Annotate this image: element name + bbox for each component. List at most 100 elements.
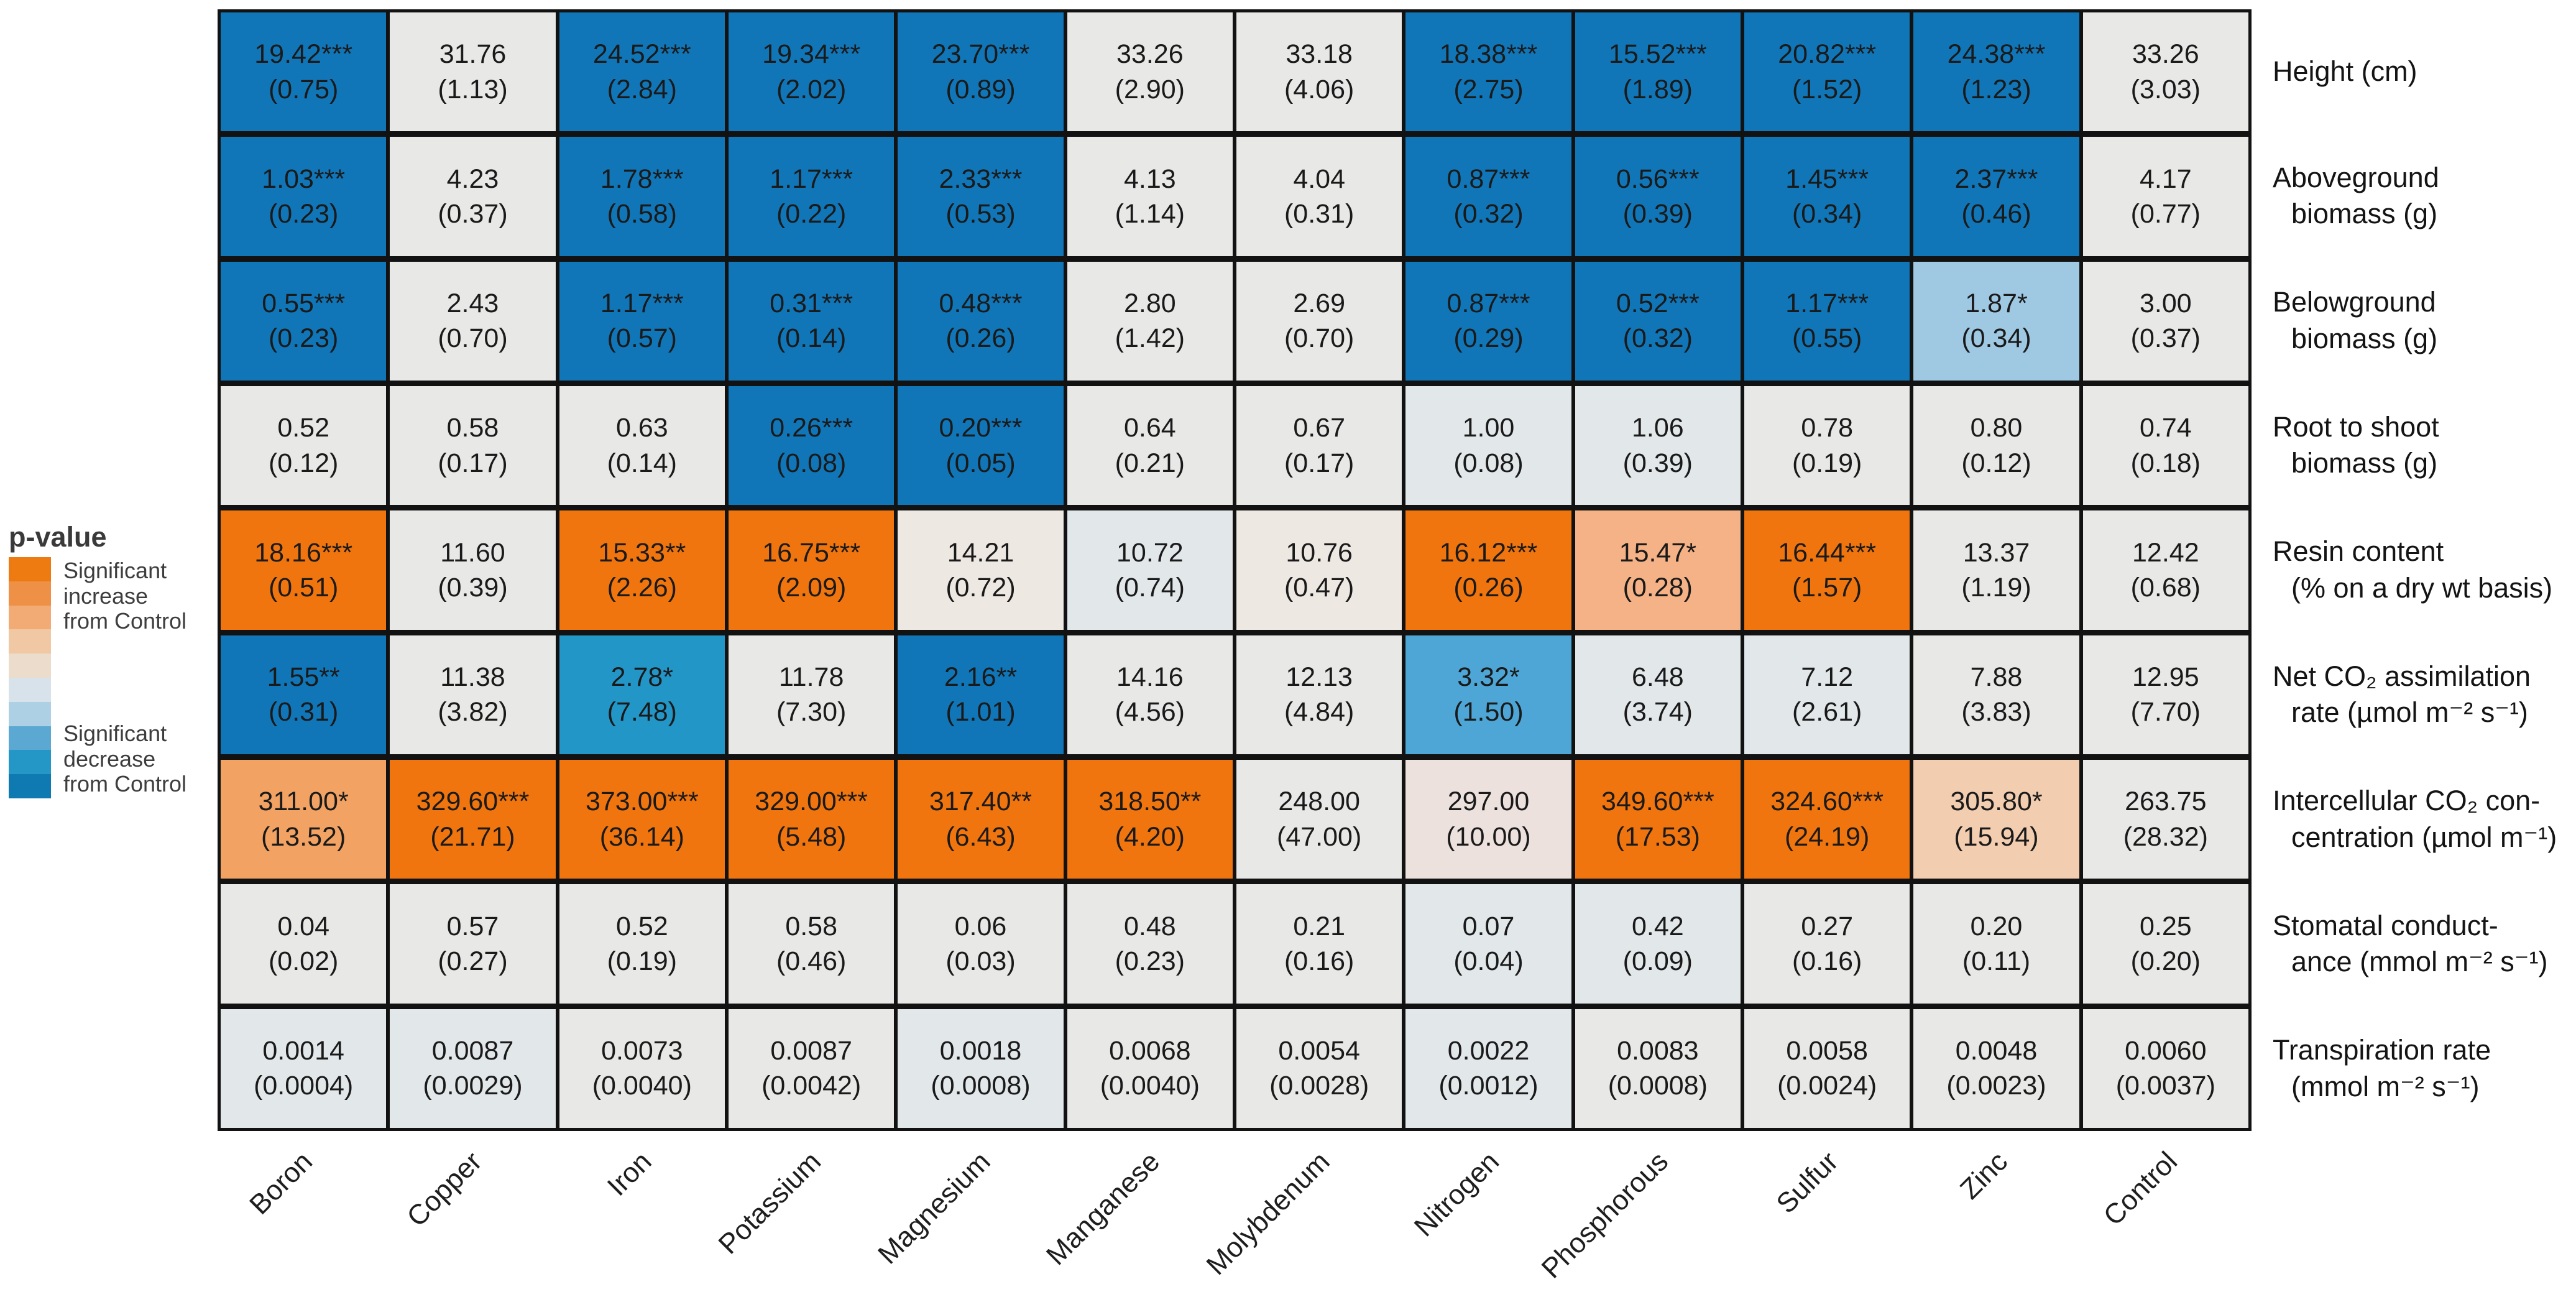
row-label: Stomatal conduct-ance (mmol m⁻² s⁻¹) (2273, 882, 2576, 1006)
cell-value: 297.00 (1447, 787, 1530, 817)
row-label-line: rate (µmol m⁻² s⁻¹) (2291, 696, 2528, 729)
grid-cell: 3.00 (0.37) (2082, 261, 2248, 381)
cell-value: 0.57 (446, 911, 499, 941)
cell-value: 1.87* (1965, 288, 2028, 318)
grid-cell: 0.0087 (0.0042) (729, 1009, 895, 1128)
cell-se: (0.31) (1284, 198, 1355, 229)
cell-se: (0.46) (776, 946, 847, 976)
cell-value: 14.16 (1116, 662, 1184, 692)
cell-value: 0.06 (954, 911, 1007, 941)
cell-se: (17.53) (1615, 821, 1700, 852)
cell-value: 11.78 (778, 662, 844, 692)
cell-se: (4.84) (1284, 697, 1355, 727)
cell-se: (0.23) (268, 198, 339, 229)
cell-value: 0.87*** (1447, 164, 1530, 194)
grid-cell: 14.21 (0.72) (898, 510, 1064, 630)
grid-cell: 20.82*** (1.52) (1744, 12, 1910, 132)
grid-cell: 24.52*** (2.84) (559, 12, 725, 132)
grid-cell: 23.70*** (0.89) (898, 12, 1064, 132)
grid-cell: 0.04 (0.02) (221, 884, 387, 1004)
cell-se: (7.48) (607, 697, 677, 727)
cell-se: (0.08) (1453, 448, 1524, 478)
grid-cell: 2.33*** (0.53) (898, 137, 1064, 256)
cell-value: 0.31*** (770, 288, 853, 318)
cell-value: 6.48 (1631, 662, 1684, 692)
row-label: Transpiration rate (mmol m⁻² s⁻¹) (2273, 1007, 2576, 1131)
cell-se: (0.17) (438, 448, 508, 478)
grid-cell: 19.42*** (0.75) (221, 12, 387, 132)
cell-se: (1.52) (1792, 74, 1862, 104)
cell-se: (0.23) (268, 323, 339, 354)
cell-value: 2.33*** (939, 164, 1023, 194)
cell-se: (0.0042) (761, 1071, 862, 1101)
cell-se: (3.82) (438, 697, 508, 727)
cell-se: (0.39) (1622, 448, 1693, 478)
row-label-line: Intercellular CO₂ con- (2273, 785, 2541, 817)
cell-se: (2.26) (607, 572, 677, 603)
cell-value: 15.33** (598, 537, 686, 568)
grid-cell: 10.72 (0.74) (1067, 510, 1233, 630)
cell-se: (0.53) (945, 198, 1016, 229)
cell-value: 13.37 (1962, 537, 2030, 568)
grid-cell: 4.17 (0.77) (2082, 137, 2248, 256)
cell-value: 324.60*** (1770, 787, 1884, 817)
cell-value: 0.26*** (770, 413, 853, 443)
cell-value: 11.38 (440, 662, 505, 692)
cell-value: 1.17*** (600, 288, 684, 318)
cell-se: (0.14) (607, 448, 677, 478)
grid-cell: 2.69 (0.70) (1236, 261, 1402, 381)
cell-value: 0.07 (1462, 911, 1515, 941)
cell-value: 11.60 (440, 537, 505, 568)
cell-se: (0.11) (1962, 946, 2031, 976)
grid-cell: 0.20 (0.11) (1913, 884, 2079, 1004)
cell-value: 7.88 (1970, 662, 2023, 692)
cell-se: (10.00) (1446, 821, 1531, 852)
legend-swatch (9, 701, 51, 726)
cell-value: 1.55** (267, 662, 340, 692)
grid-cell: 2.16** (1.01) (898, 635, 1064, 754)
cell-se: (3.03) (2130, 74, 2201, 104)
grid-cell: 16.75*** (2.09) (729, 510, 895, 630)
cell-se: (1.19) (1961, 572, 2031, 603)
grid-cell: 329.60*** (21.71) (390, 759, 556, 879)
grid-cell: 329.00*** (5.48) (729, 759, 895, 879)
legend-title: p-value (9, 521, 107, 553)
cell-se: (1.50) (1453, 697, 1524, 727)
cell-se: (2.02) (776, 74, 847, 104)
grid-cell: 0.78 (0.19) (1744, 386, 1910, 506)
cell-se: (36.14) (599, 821, 684, 852)
cell-value: 329.60*** (416, 787, 530, 817)
cell-value: 0.67 (1293, 413, 1346, 443)
column-label: Sulfur (1770, 1145, 1844, 1220)
grid-cell: 0.52 (0.19) (559, 884, 725, 1004)
grid-cell: 10.76 (0.47) (1236, 510, 1402, 630)
cell-se: (0.08) (776, 448, 847, 478)
grid-cell: 33.26 (2.90) (1067, 12, 1233, 132)
grid-cell: 318.50** (4.20) (1067, 759, 1233, 879)
grid-cell: 0.0014 (0.0004) (221, 1009, 387, 1128)
cell-value: 10.72 (1116, 537, 1184, 568)
legend-label-line: from Control (63, 608, 187, 634)
grid-cell: 19.34*** (2.02) (729, 12, 895, 132)
cell-value: 16.44*** (1778, 537, 1877, 568)
grid-cell: 0.63 (0.14) (559, 386, 725, 506)
cell-se: (2.09) (776, 572, 847, 603)
cell-se: (0.77) (2130, 198, 2201, 229)
grid-cell: 311.00* (13.52) (221, 759, 387, 879)
cell-value: 318.50** (1098, 787, 1202, 817)
column-label: Control (2097, 1145, 2183, 1232)
cell-se: (24.19) (1785, 821, 1870, 852)
column-label: Boron (243, 1145, 319, 1221)
grid-cell: 12.95 (7.70) (2082, 635, 2248, 754)
row-label-line: Net CO₂ assimilation (2273, 660, 2531, 692)
row-label-line: Root to shoot (2273, 410, 2439, 443)
cell-se: (1.23) (1961, 74, 2031, 104)
column-label: Iron (600, 1145, 658, 1202)
grid-cell: 1.87* (0.34) (1913, 261, 2079, 381)
cell-se: (0.28) (1622, 572, 1693, 603)
cell-se: (0.75) (268, 74, 339, 104)
cell-se: (0.34) (1792, 198, 1862, 229)
row-label-line: Height (cm) (2273, 55, 2417, 87)
cell-se: (0.47) (1284, 572, 1355, 603)
cell-se: (0.70) (1284, 323, 1355, 354)
